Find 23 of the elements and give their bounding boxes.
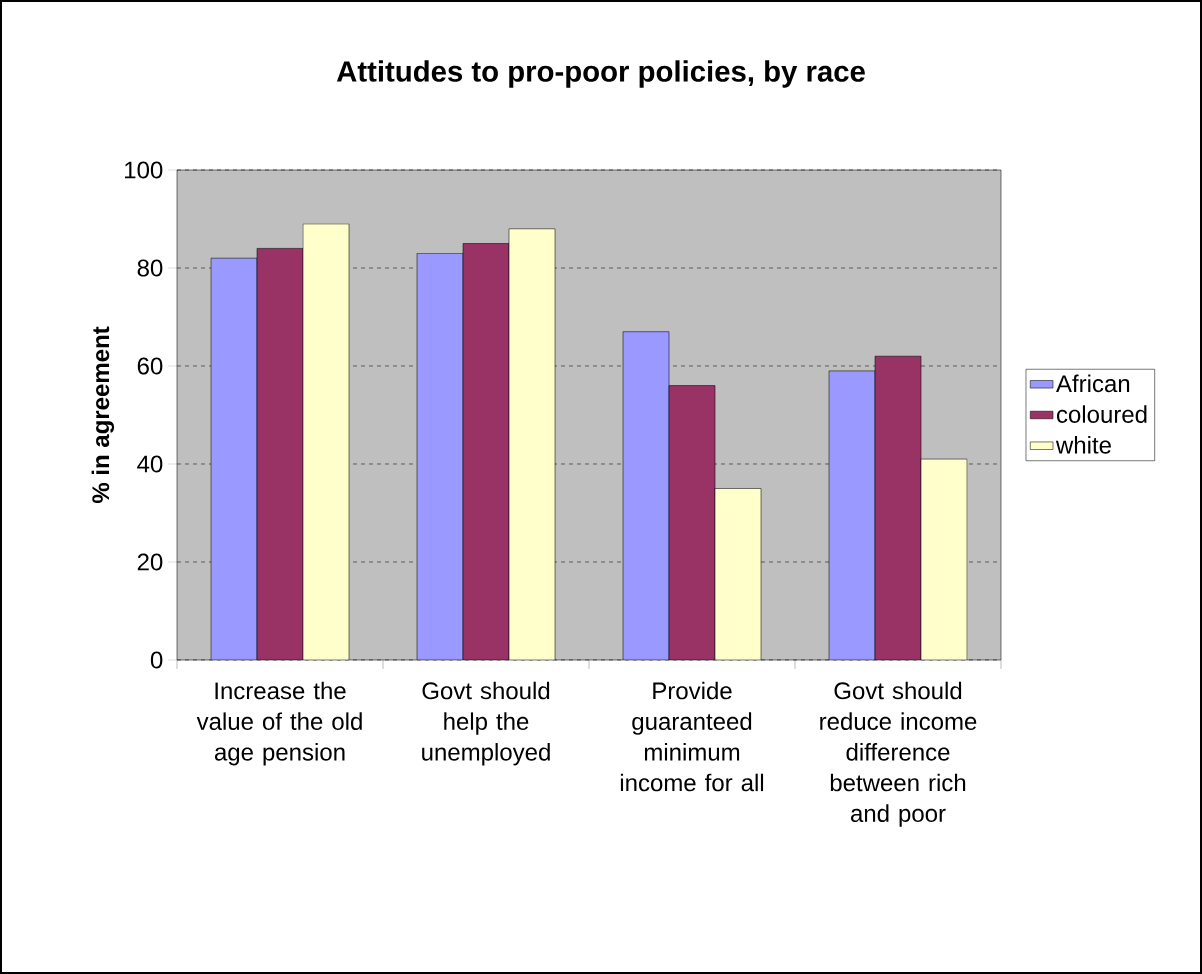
x-tick-label: Increase the value of the old age pension [196, 681, 362, 766]
bar [462, 243, 510, 660]
x-tick-label: Provide guaranteed minimum income for all [620, 681, 764, 792]
y-tick-label: 80 [137, 259, 163, 277]
legend-label: white [1055, 436, 1111, 454]
y-axis-title: % in agreement [91, 326, 115, 504]
y-tick-label: 0 [150, 651, 163, 669]
y-tick-label: 60 [137, 357, 163, 375]
x-tick-label: Govt should reduce income difference between rich and poor [820, 681, 977, 827]
bar [210, 257, 258, 660]
legend-label: coloured [1056, 405, 1147, 423]
bar [874, 355, 922, 660]
bar [622, 331, 670, 660]
bar [668, 385, 716, 660]
y-tick-label: 40 [137, 455, 163, 473]
y-tick-label: 20 [137, 553, 163, 571]
legend-label: African [1056, 374, 1130, 393]
x-tick-label: Govt should help the unemployed [422, 681, 550, 766]
chart-title: Attitudes to pro-poor policies, by race [336, 60, 865, 88]
bar [416, 253, 464, 660]
bar [256, 248, 304, 660]
bar [828, 370, 876, 660]
y-tick-label: 100 [125, 161, 163, 179]
